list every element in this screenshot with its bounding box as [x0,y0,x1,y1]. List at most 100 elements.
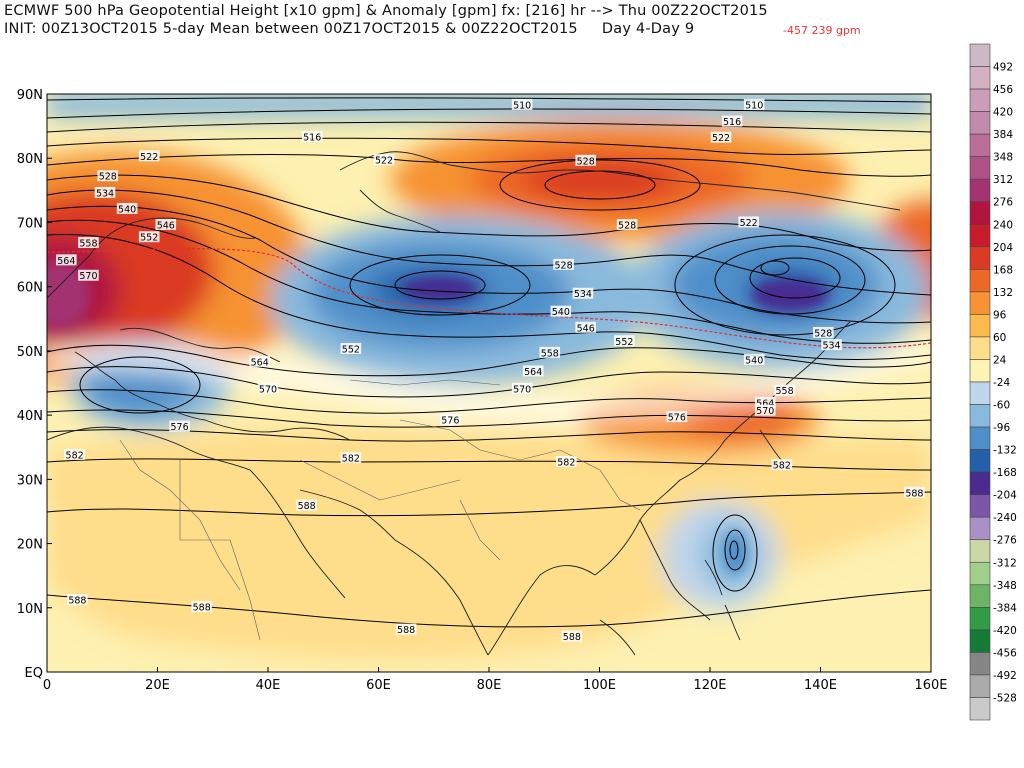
contour-label-text: 510 [745,100,763,111]
contour-label: 546 [575,321,596,334]
lat-tick-label: 30N [17,473,43,488]
contour-label-text: 546 [157,221,175,232]
contour-label-text: 522 [712,133,730,144]
contour-label-text: 576 [668,413,686,424]
contour-label: 534 [94,186,116,199]
lat-tick-label: 10N [17,602,43,617]
contour-label: 570 [257,382,279,395]
contour-label-text: 516 [303,133,321,144]
contour-label: 540 [743,353,765,366]
colorbar-swatch [969,336,991,360]
colorbar-label: -24 [993,377,1010,389]
contour-label: 528 [575,154,596,167]
colorbar-label: 96 [993,309,1007,321]
lon-tick-label: 60E [366,678,391,693]
colorbar-label: 312 [993,174,1013,186]
lat-tick-label: 20N [17,538,43,553]
contour-label-text: 582 [342,454,360,465]
contour-label: 516 [721,115,743,128]
contour-label-text: 588 [193,603,211,614]
colorbar-swatch [969,607,991,631]
colorbar-label: -456 [993,647,1017,659]
contour-label: 576 [169,420,190,433]
colorbar-label: -240 [993,512,1017,524]
contour-label-text: 534 [96,188,114,199]
contour-label: 570 [754,404,776,417]
colorbar-swatch [969,471,991,495]
lon-tick-label: 20E [145,678,170,693]
contour-label-text: 564 [524,367,542,378]
contour-label: 558 [78,236,99,249]
contour-label-text: 588 [563,632,581,643]
contour-label-text: 552 [342,344,360,355]
contour-label-text: 558 [541,348,559,359]
colorbar-swatch [969,359,991,383]
colorbar-swatch [969,178,991,203]
contour-label: 522 [138,150,160,163]
colorbar-swatch [969,652,991,676]
colorbar-label: -312 [993,557,1017,569]
contour-label-text: 528 [555,260,573,271]
colorbar-swatch [969,674,991,698]
colorbar-swatch [969,133,991,157]
contour-label: 564 [522,365,544,378]
colorbar-label: 492 [993,62,1013,74]
contour-label-text: 528 [618,221,636,232]
contour-label: 510 [743,98,765,111]
colorbar-swatch [969,516,991,541]
colorbar-label: -420 [993,625,1017,637]
contour-label: 528 [616,219,638,232]
contour-label-text: 510 [513,100,531,111]
colorbar-label: -60 [993,400,1010,412]
colorbar-swatch [969,223,991,248]
contour-label: 522 [373,154,395,167]
lat-tick-label: 50N [17,345,43,360]
contour-label-text: 528 [814,328,832,339]
contour-label-text: 540 [118,204,136,215]
colorbar-label: 132 [993,287,1013,299]
colorbar-swatch [969,314,991,338]
colorbar-labels: 492 456 420 384 348 312 276 240 204 168 132 96 60 24 -… [993,62,1017,705]
contour-label: 564 [754,396,776,409]
contour-label: 540 [550,305,572,318]
contour-label-text: 540 [745,355,763,366]
contour-label: 570 [511,382,533,395]
anomaly-range-label: -457 239 gpm [783,24,861,37]
colorbar-swatch [969,111,991,135]
contour-label: 588 [561,630,583,643]
colorbar-label: -204 [993,490,1017,502]
colorbar-label: 168 [993,264,1013,276]
contour-label-text: 588 [68,596,86,607]
contour-label: 576 [666,411,688,424]
contour-label: 588 [296,499,317,512]
contour-label: 510 [511,98,533,111]
contour-label-text: 522 [140,152,158,163]
lat-tick-label: 70N [17,216,43,231]
contour-label: 552 [340,342,362,355]
colorbar-label: 276 [993,197,1013,209]
lat-tick-label: EQ [25,666,43,681]
colorbar-swatch [969,404,991,428]
colorbar-label: -132 [993,445,1017,457]
colorbar-label: 24 [993,354,1007,366]
contour-label: 582 [340,452,362,465]
contour-label-text: 546 [577,323,595,334]
lon-tick-label: 80E [477,678,502,693]
contour-label: 588 [67,594,88,607]
contour-label: 534 [821,339,842,352]
contour-label: 582 [771,459,793,472]
colorbar-label: 384 [993,129,1013,141]
colorbar-label: -384 [993,602,1017,614]
height-contours [47,97,931,628]
contour-label-text: 588 [397,625,415,636]
colorbar-swatch [969,494,991,518]
contour-label-text: 582 [557,457,575,468]
contour-label: 516 [301,131,323,144]
colorbar-swatch [969,426,991,450]
contour-label-text: 528 [99,172,117,183]
contour-label: 528 [812,326,834,339]
colorbar-swatch [969,539,991,563]
contour-label: 558 [539,346,561,359]
colorbar-label: -528 [993,692,1017,704]
